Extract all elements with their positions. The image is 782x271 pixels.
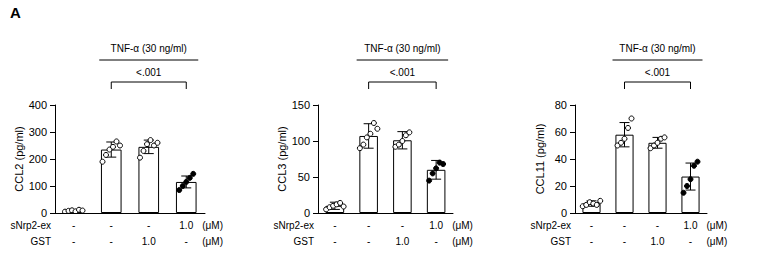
svg-text:CCL11 (pg/ml): CCL11 (pg/ml) — [534, 124, 546, 195]
svg-text:-: - — [623, 220, 626, 231]
svg-text:-: - — [367, 220, 370, 231]
svg-text:1.0: 1.0 — [179, 220, 193, 231]
svg-text:-: - — [623, 236, 626, 247]
svg-text:GST: GST — [30, 236, 51, 247]
svg-text:0: 0 — [561, 207, 567, 219]
svg-text:(μM): (μM) — [452, 220, 473, 231]
svg-text:-: - — [72, 220, 75, 231]
svg-text:20: 20 — [555, 180, 567, 192]
svg-text:1.0: 1.0 — [142, 236, 156, 247]
svg-text:-: - — [367, 236, 370, 247]
svg-text:1.0: 1.0 — [684, 220, 698, 231]
svg-text:80: 80 — [555, 99, 567, 111]
svg-text:-: - — [689, 236, 692, 247]
svg-text:GST: GST — [293, 236, 314, 247]
svg-text:-: - — [72, 236, 75, 247]
svg-text:sNrp2-ex: sNrp2-ex — [273, 220, 314, 231]
svg-text:1.0: 1.0 — [651, 236, 665, 247]
svg-text:(μM): (μM) — [707, 220, 728, 231]
svg-text:<.001: <.001 — [645, 67, 671, 78]
svg-text:(μM): (μM) — [202, 220, 223, 231]
svg-text:400: 400 — [29, 99, 47, 111]
svg-text:150: 150 — [292, 99, 310, 111]
svg-text:-: - — [401, 220, 404, 231]
svg-text:-: - — [656, 220, 659, 231]
svg-text:GST: GST — [550, 236, 571, 247]
svg-text:0: 0 — [304, 207, 310, 219]
svg-text:TNF-α (30 ng/ml): TNF-α (30 ng/ml) — [111, 43, 187, 54]
svg-text:-: - — [333, 236, 336, 247]
svg-text:CCL2 (pg/ml): CCL2 (pg/ml) — [13, 126, 25, 191]
svg-text:sNrp2-ex: sNrp2-ex — [10, 220, 51, 231]
svg-text:<.001: <.001 — [390, 67, 416, 78]
svg-text:TNF-α (30 ng/ml): TNF-α (30 ng/ml) — [619, 43, 695, 54]
svg-text:<.001: <.001 — [136, 67, 162, 78]
svg-text:TNF-α (30 ng/ml): TNF-α (30 ng/ml) — [364, 43, 440, 54]
svg-text:40: 40 — [555, 153, 567, 165]
svg-text:A: A — [10, 4, 21, 21]
svg-text:sNrp2-ex: sNrp2-ex — [530, 220, 571, 231]
svg-text:(μM): (μM) — [202, 236, 223, 247]
svg-text:50: 50 — [298, 171, 310, 183]
svg-text:(μM): (μM) — [707, 236, 728, 247]
svg-text:200: 200 — [29, 153, 47, 165]
svg-text:60: 60 — [555, 126, 567, 138]
svg-text:-: - — [333, 220, 336, 231]
svg-text:(μM): (μM) — [452, 236, 473, 247]
svg-text:100: 100 — [292, 135, 310, 147]
svg-text:-: - — [110, 220, 113, 231]
svg-text:0: 0 — [41, 207, 47, 219]
svg-text:-: - — [590, 220, 593, 231]
svg-text:100: 100 — [29, 180, 47, 192]
svg-text:300: 300 — [29, 126, 47, 138]
svg-text:-: - — [185, 236, 188, 247]
svg-text:CCL3 (pg/ml): CCL3 (pg/ml) — [276, 126, 288, 191]
svg-text:1.0: 1.0 — [395, 236, 409, 247]
svg-text:1.0: 1.0 — [429, 220, 443, 231]
svg-text:-: - — [590, 236, 593, 247]
svg-text:-: - — [147, 220, 150, 231]
svg-text:-: - — [110, 236, 113, 247]
svg-text:-: - — [434, 236, 437, 247]
